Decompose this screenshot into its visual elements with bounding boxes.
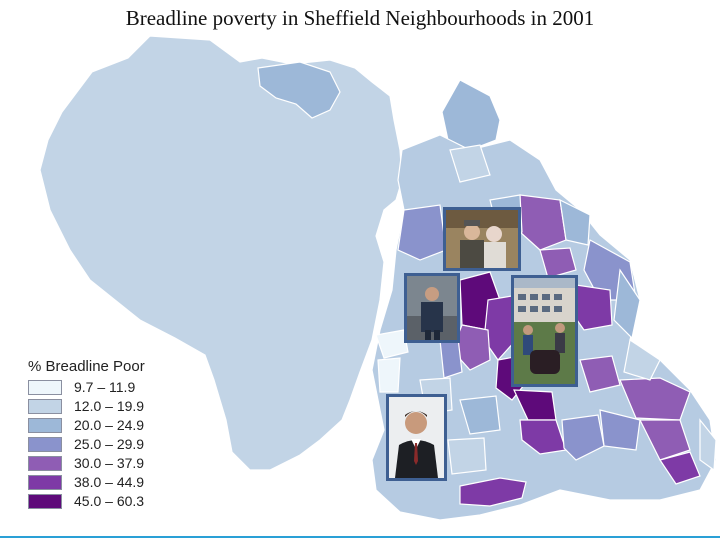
ward-10 <box>439 337 463 379</box>
legend-item: 45.0 – 60.3 <box>28 492 198 510</box>
legend-swatch <box>28 436 62 452</box>
western-rural-area <box>39 35 403 471</box>
ward-20 <box>459 477 527 507</box>
businessman-photo <box>386 394 447 481</box>
legend-swatch <box>28 398 62 414</box>
ward-24 <box>459 395 501 435</box>
legend-item: 20.0 – 24.9 <box>28 416 198 434</box>
legend-swatch <box>28 417 62 433</box>
elderly-couple-image <box>446 210 518 268</box>
north-east-ward <box>441 79 501 151</box>
legend-range: 38.0 – 44.9 <box>74 474 145 490</box>
worker-image <box>407 276 457 340</box>
ward-4 <box>539 247 577 279</box>
ward-17 <box>639 419 691 461</box>
map-title: Breadline poverty in Sheffield Neighbour… <box>125 6 595 30</box>
legend-swatch <box>28 455 62 471</box>
worker-photo <box>404 273 460 343</box>
ward-13 <box>519 419 567 455</box>
legend-range: 25.0 – 29.9 <box>74 436 145 452</box>
housing-estate-photo <box>511 275 578 387</box>
legend-swatch <box>28 493 62 509</box>
legend-item: 30.0 – 37.9 <box>28 454 198 472</box>
legend-item: 12.0 – 19.9 <box>28 397 198 415</box>
legend-item: 25.0 – 29.9 <box>28 435 198 453</box>
ward-15 <box>619 377 691 421</box>
ward-3 <box>559 198 591 246</box>
elderly-couple-photo <box>443 207 521 271</box>
legend-range: 12.0 – 19.9 <box>74 398 145 414</box>
legend-title: % Breadline Poor <box>28 358 145 375</box>
legend-item: 9.7 – 11.9 <box>28 378 198 396</box>
ward-27 <box>449 144 491 183</box>
ward-22 <box>377 357 401 393</box>
legend-swatch <box>28 474 62 490</box>
bottom-accent-line <box>0 536 720 538</box>
legend-range: 9.7 – 11.9 <box>74 379 136 395</box>
ward-19 <box>659 451 701 485</box>
ward-18 <box>561 414 605 461</box>
ward-14 <box>579 355 621 393</box>
ward-29 <box>623 338 661 381</box>
ward-25 <box>447 437 487 475</box>
ward-21 <box>375 329 409 359</box>
ward-1 <box>397 204 447 261</box>
northern-ward <box>257 61 341 119</box>
ward-28 <box>613 268 641 340</box>
ward-30 <box>699 418 717 472</box>
legend-range: 30.0 – 37.9 <box>74 455 145 471</box>
ward-16 <box>599 409 641 451</box>
legend-range: 45.0 – 60.3 <box>74 493 145 509</box>
map-legend: % Breadline Poor 9.7 – 11.9 12.0 – 19.9 … <box>28 358 198 510</box>
legend-swatch <box>28 379 62 395</box>
businessman-image <box>389 397 444 478</box>
housing-estate-image <box>514 278 575 384</box>
legend-item: 38.0 – 44.9 <box>28 473 198 491</box>
legend-range: 20.0 – 24.9 <box>74 417 145 433</box>
